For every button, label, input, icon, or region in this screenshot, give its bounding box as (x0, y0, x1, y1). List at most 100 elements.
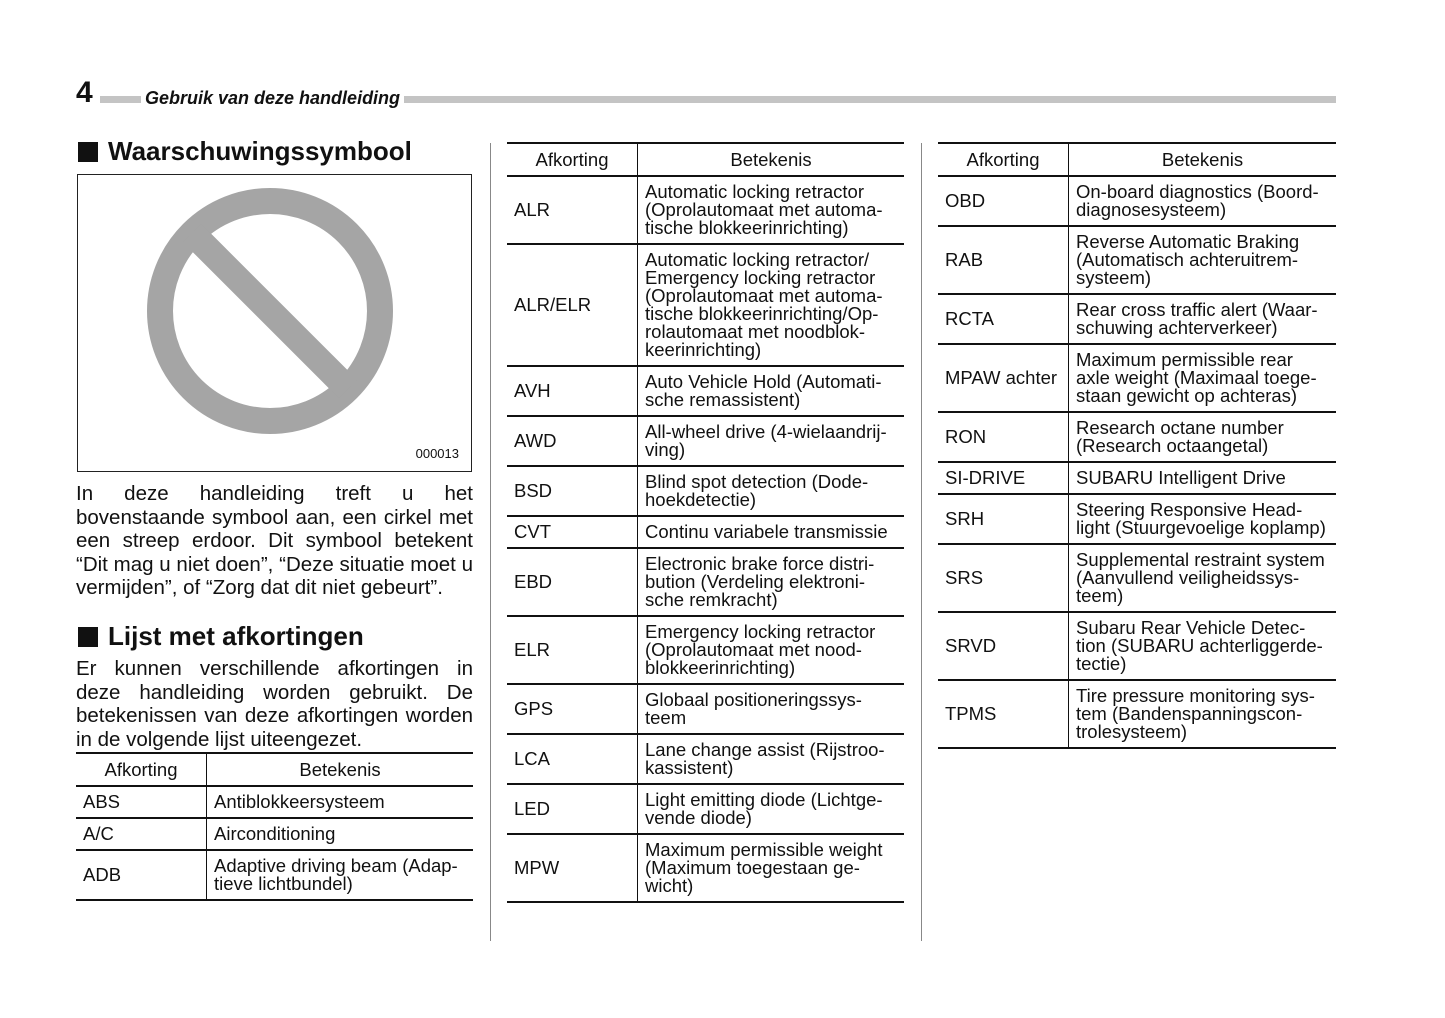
meaning: Rear cross traffic alert (Waar- schuwing… (1068, 294, 1336, 345)
table-row: ADB Adaptive driving beam (Adap- tieve li… (76, 850, 473, 901)
abbreviation: SI-DRIVE (938, 462, 1069, 495)
abbreviation: CVT (507, 516, 638, 549)
column-divider (490, 143, 491, 941)
abbreviation: MPAW achter (938, 344, 1069, 413)
abbreviation: SRH (938, 494, 1069, 545)
meaning: Globaal positioneringssys- teem (637, 684, 904, 735)
col-header-meaning: Betekenis (206, 752, 473, 787)
table-row: A/C Airconditioning (76, 818, 473, 851)
table-row: BSD Blind spot detection (Dode- hoekdetec… (507, 466, 904, 517)
abbreviation: ALR (507, 176, 638, 245)
table-row: SRVD Subaru Rear Vehicle Detec- tion (SUB… (938, 612, 1336, 681)
table-header: Afkorting Betekenis (76, 752, 473, 787)
table-row: GPS Globaal positioneringssys- teem (507, 684, 904, 735)
warning-heading: Waarschuwingssymbool (78, 136, 412, 167)
col-header-meaning: Betekenis (1068, 142, 1336, 177)
meaning: Steering Responsive Head- light (Stuurge… (1068, 494, 1336, 545)
abbreviation: RON (938, 412, 1069, 463)
image-code: 000013 (415, 446, 459, 461)
meaning: Automatic locking retractor/ Emergency l… (637, 244, 904, 367)
table-row: EBD Electronic brake force distri- bution… (507, 548, 904, 617)
abbreviation: TPMS (938, 680, 1069, 749)
abbreviation: ELR (507, 616, 638, 685)
abbreviation: SRVD (938, 612, 1069, 681)
table-row: AVH Auto Vehicle Hold (Automati- sche rem… (507, 366, 904, 417)
table-row: SI-DRIVE SUBARU Intelligent Drive (938, 462, 1336, 495)
prohibition-icon (147, 188, 393, 434)
meaning: All-wheel drive (4-wielaandrij- ving) (637, 416, 904, 467)
abbreviation-table: Afkorting Betekenis ABS Antiblokkeersysteem… (76, 752, 473, 901)
table-header: Afkorting Betekenis (507, 142, 904, 177)
table-row: TPMS Tire pressure monitoring sys- tem (B… (938, 680, 1336, 749)
abbreviation: RCTA (938, 294, 1069, 345)
meaning: Subaru Rear Vehicle Detec- tion (SUBARU … (1068, 612, 1336, 681)
meaning: Lane change assist (Rijstroo- kassistent… (637, 734, 904, 785)
abbreviation: ABS (76, 786, 207, 819)
abbreviation: EBD (507, 548, 638, 617)
meaning: Blind spot detection (Dode- hoekdetectie… (637, 466, 904, 517)
heading-text: Lijst met afkortingen (108, 621, 364, 651)
square-bullet-icon (78, 141, 98, 162)
abbreviation: AWD (507, 416, 638, 467)
table-row: MPW Maximum permissible weight (Maximum t… (507, 834, 904, 903)
meaning: Tire pressure monitoring sys- tem (Bande… (1068, 680, 1336, 749)
abbreviation: ALR/ELR (507, 244, 638, 367)
table-row: LCA Lane change assist (Rijstroo- kassist… (507, 734, 904, 785)
meaning: Auto Vehicle Hold (Automati- sche remass… (637, 366, 904, 417)
table-row: MPAW achter Maximum permissible rear axle… (938, 344, 1336, 413)
table-row: CVT Continu variabele transmissie (507, 516, 904, 549)
table-row: LED Light emitting diode (Lichtge- vende … (507, 784, 904, 835)
table-row: RCTA Rear cross traffic alert (Waar- schu… (938, 294, 1336, 345)
meaning: SUBARU Intelligent Drive (1068, 462, 1336, 495)
abbreviation: RAB (938, 226, 1069, 295)
table-row: OBD On-board diagnostics (Boord- diagnose… (938, 176, 1336, 227)
meaning: Reverse Automatic Braking (Automatisch a… (1068, 226, 1336, 295)
meaning: Airconditioning (206, 818, 473, 851)
warning-symbol-figure: 000013 (77, 174, 472, 472)
table-row: ALR Automatic locking retractor (Oprolaut… (507, 176, 904, 245)
table-row: RAB Reverse Automatic Braking (Automatisc… (938, 226, 1336, 295)
meaning: Antiblokkeersysteem (206, 786, 473, 819)
abbreviation-table: Afkorting Betekenis OBD On-board diagnostic… (938, 142, 1336, 749)
table-header: Afkorting Betekenis (938, 142, 1336, 177)
col-header-abbr: Afkorting (507, 142, 638, 177)
table-row: ABS Antiblokkeersysteem (76, 786, 473, 819)
abbreviation: A/C (76, 818, 207, 851)
abbreviation: AVH (507, 366, 638, 417)
abbreviation-table: Afkorting Betekenis ALR Automatic locking r… (507, 142, 904, 903)
abbreviation: SRS (938, 544, 1069, 613)
meaning: Electronic brake force distri- bution (V… (637, 548, 904, 617)
meaning: Supplemental restraint system (Aanvullen… (1068, 544, 1336, 613)
table-row: SRH Steering Responsive Head- light (Stuu… (938, 494, 1336, 545)
meaning: Adaptive driving beam (Adap- tieve licht… (206, 850, 473, 901)
warning-text: In deze handleiding treft u het bovensta… (76, 482, 473, 599)
meaning: Emergency locking retractor (Oprolautoma… (637, 616, 904, 685)
meaning: Maximum permissible weight (Maximum toeg… (637, 834, 904, 903)
meaning: Automatic locking retractor (Oprolautoma… (637, 176, 904, 245)
col-header-meaning: Betekenis (637, 142, 904, 177)
abbreviations-intro: Er kunnen verschillende afkortingen in d… (76, 657, 473, 751)
table-row: ELR Emergency locking retractor (Oprolaut… (507, 616, 904, 685)
abbreviations-heading: Lijst met afkortingen (78, 621, 364, 652)
meaning: Continu variabele transmissie (637, 516, 904, 549)
col-header-abbr: Afkorting (938, 142, 1069, 177)
meaning: Research octane number (Research octaang… (1068, 412, 1336, 463)
square-bullet-icon (78, 626, 98, 647)
column-divider (921, 143, 922, 941)
table-row: AWD All-wheel drive (4-wielaandrij- ving) (507, 416, 904, 467)
abbreviation: LED (507, 784, 638, 835)
abbreviation: OBD (938, 176, 1069, 227)
abbreviation: ADB (76, 850, 207, 901)
abbreviation: BSD (507, 466, 638, 517)
page-number: 4 (76, 76, 97, 110)
table-row: RON Research octane number (Research octa… (938, 412, 1336, 463)
table-row: ALR/ELR Automatic locking retractor/ Emer… (507, 244, 904, 367)
section-title: Gebruik van deze handleiding (141, 88, 405, 109)
col-header-abbr: Afkorting (76, 752, 207, 787)
header-rule (100, 96, 1336, 103)
table-row: SRS Supplemental restraint system (Aanvul… (938, 544, 1336, 613)
meaning: Maximum permissible rear axle weight (Ma… (1068, 344, 1336, 413)
heading-text: Waarschuwingssymbool (108, 136, 412, 166)
abbreviation: MPW (507, 834, 638, 903)
